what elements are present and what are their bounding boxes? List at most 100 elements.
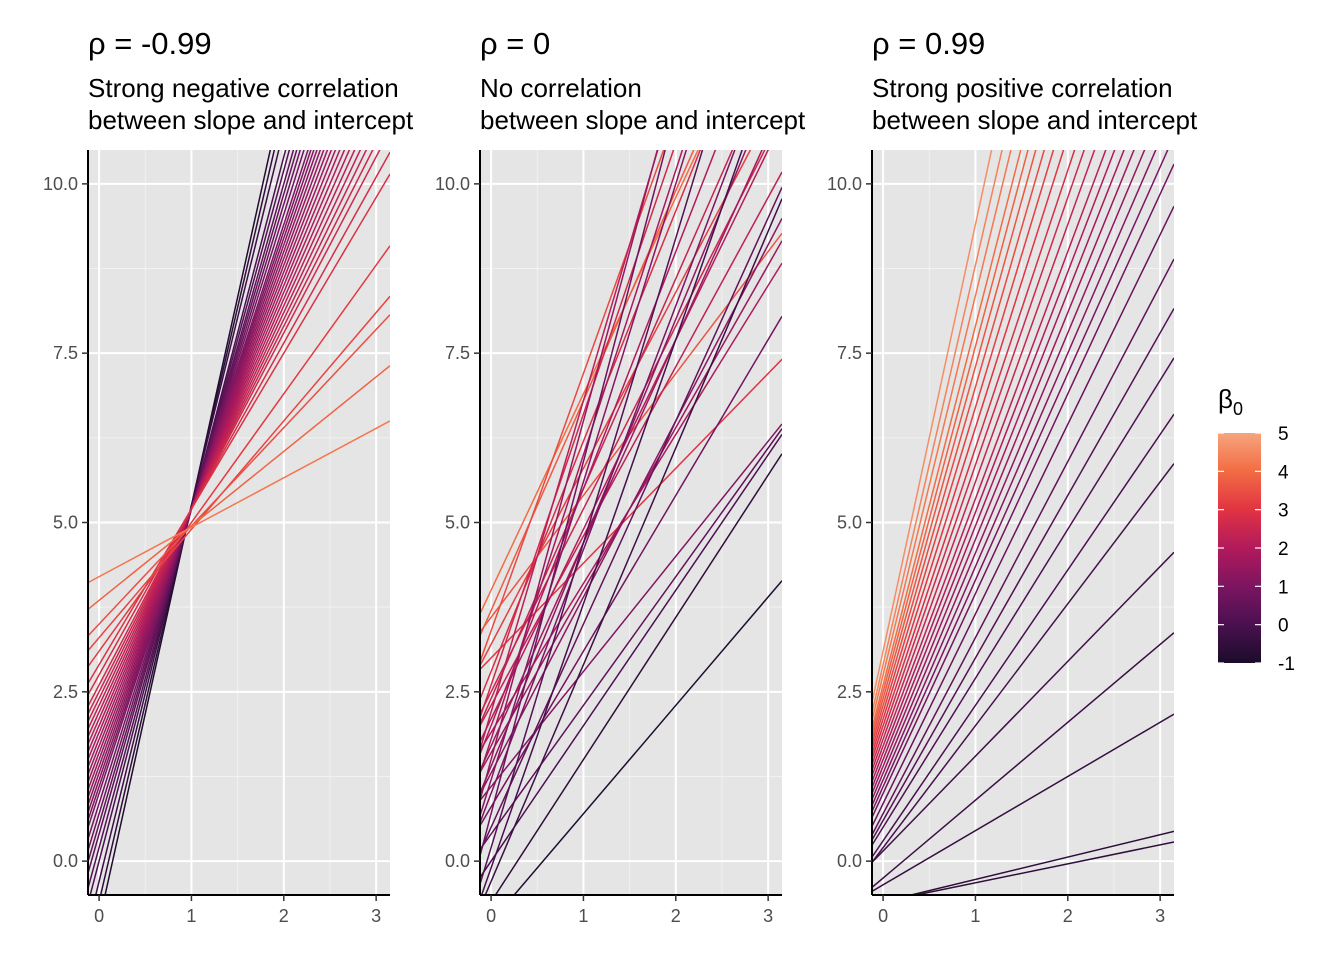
y-tick-label: 5.0 bbox=[837, 513, 862, 533]
x-tick-label: 3 bbox=[1155, 906, 1165, 926]
regression-line bbox=[872, 413, 1174, 858]
regression-line bbox=[480, 171, 782, 727]
regression-line bbox=[88, 150, 305, 840]
regression-line bbox=[872, 150, 1022, 729]
regression-line bbox=[480, 218, 782, 795]
y-tick-label: 0.0 bbox=[445, 851, 470, 871]
legend-colorbar bbox=[1218, 433, 1261, 663]
regression-line bbox=[872, 150, 1037, 739]
regression-line bbox=[480, 150, 704, 885]
y-tick-label: 10.0 bbox=[43, 174, 78, 194]
y-tick-label: 0.0 bbox=[53, 851, 78, 871]
y-tick-label: 5.0 bbox=[53, 513, 78, 533]
regression-line bbox=[872, 150, 1029, 734]
regression-line bbox=[872, 258, 1174, 836]
regression-line bbox=[872, 150, 1085, 765]
y-tick-label: 0.0 bbox=[837, 851, 862, 871]
legend-break-label: 4 bbox=[1278, 462, 1289, 483]
regression-line bbox=[872, 150, 1096, 771]
y-tick-label: 7.5 bbox=[53, 343, 78, 363]
regression-line bbox=[872, 150, 1003, 713]
regression-line bbox=[872, 150, 1169, 812]
regression-line bbox=[480, 150, 702, 700]
regression-line bbox=[872, 150, 993, 703]
regression-line bbox=[480, 150, 747, 794]
regression-line bbox=[88, 151, 390, 696]
regression-line bbox=[872, 163, 1174, 818]
panel-subtitle-line: Strong negative correlation bbox=[88, 73, 399, 103]
regression-line bbox=[88, 150, 295, 874]
regression-line bbox=[872, 150, 1012, 721]
regression-line bbox=[88, 150, 351, 745]
panel-subtitle-line: Strong positive correlation bbox=[872, 73, 1173, 103]
legend-title: β0 bbox=[1218, 384, 1243, 419]
x-tick-label: 0 bbox=[878, 906, 888, 926]
regression-line bbox=[88, 150, 301, 851]
regression-line bbox=[88, 420, 390, 584]
regression-line bbox=[480, 150, 666, 857]
regression-line bbox=[88, 150, 318, 806]
regression-line bbox=[513, 580, 782, 895]
regression-line bbox=[907, 830, 1174, 895]
regression-line bbox=[480, 150, 769, 742]
regression-line bbox=[88, 150, 329, 783]
regression-line bbox=[88, 295, 390, 652]
regression-line bbox=[872, 713, 1174, 892]
regression-line bbox=[494, 453, 782, 895]
panel-title: ρ = 0.99 bbox=[872, 26, 985, 61]
x-tick-label: 2 bbox=[279, 906, 289, 926]
regression-line bbox=[88, 150, 325, 790]
x-tick-label: 3 bbox=[763, 906, 773, 926]
regression-line bbox=[88, 150, 312, 821]
regression-line bbox=[88, 314, 390, 637]
series-lines bbox=[872, 150, 1174, 895]
regression-line bbox=[88, 150, 368, 722]
legend-break-label: 1 bbox=[1278, 577, 1289, 598]
y-tick-label: 7.5 bbox=[445, 343, 470, 363]
regression-line bbox=[872, 150, 1076, 760]
regression-line bbox=[872, 150, 1116, 782]
regression-line bbox=[88, 150, 315, 813]
regression-line bbox=[88, 150, 298, 862]
series-lines bbox=[480, 150, 782, 895]
regression-line bbox=[872, 150, 1157, 806]
regression-line bbox=[88, 150, 346, 752]
x-tick-label: 0 bbox=[486, 906, 496, 926]
panel-title: ρ = 0 bbox=[480, 26, 550, 61]
panel-subtitle-line: No correlation bbox=[480, 73, 642, 103]
regression-line bbox=[104, 150, 272, 895]
regression-line bbox=[88, 150, 381, 707]
x-tick-label: 2 bbox=[1063, 906, 1073, 926]
regression-line bbox=[88, 150, 309, 828]
panel-title: ρ = -0.99 bbox=[88, 26, 212, 61]
regression-line bbox=[480, 150, 688, 816]
regression-line bbox=[480, 434, 782, 878]
y-tick-label: 10.0 bbox=[827, 174, 862, 194]
regression-line bbox=[88, 245, 390, 668]
regression-line bbox=[872, 357, 1174, 846]
regression-line bbox=[88, 150, 337, 768]
y-tick-label: 2.5 bbox=[445, 682, 470, 702]
panel-subtitle-line: between slope and intercept bbox=[872, 105, 1198, 135]
regression-line bbox=[872, 150, 1107, 776]
regression-line bbox=[88, 150, 322, 798]
regression-line bbox=[480, 150, 717, 755]
x-tick-label: 1 bbox=[578, 906, 588, 926]
regression-line bbox=[872, 150, 1146, 800]
regression-line bbox=[484, 198, 782, 895]
regression-line bbox=[88, 150, 362, 730]
regression-line bbox=[88, 150, 374, 715]
legend-break-label: -1 bbox=[1278, 654, 1295, 675]
legend-break-label: 0 bbox=[1278, 616, 1289, 637]
legend-title-beta: β bbox=[1218, 384, 1233, 414]
regression-line bbox=[872, 150, 1065, 755]
regression-line bbox=[99, 150, 276, 895]
regression-line bbox=[480, 150, 734, 725]
x-tick-label: 0 bbox=[94, 906, 104, 926]
regression-line bbox=[88, 150, 291, 889]
regression-line bbox=[480, 150, 659, 801]
regression-line bbox=[480, 186, 782, 852]
regression-line bbox=[872, 463, 1174, 863]
